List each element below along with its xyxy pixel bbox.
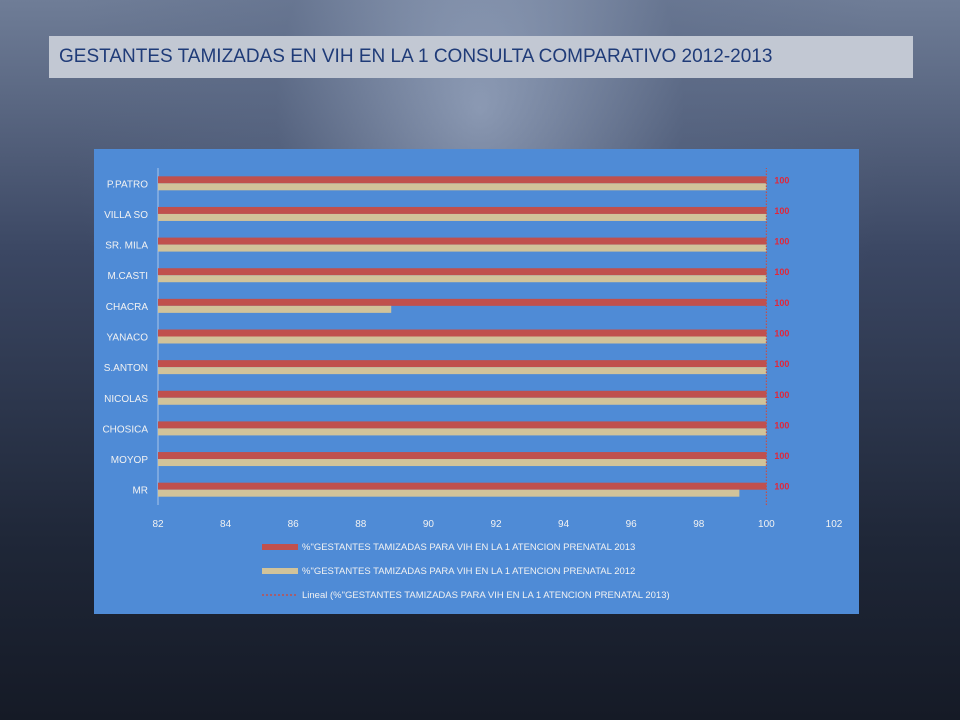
category-label: CHACRA xyxy=(106,302,149,313)
bar-2012-m-casti xyxy=(158,275,767,283)
bar-2013-chosica xyxy=(158,421,767,429)
data-label-2013: 100 xyxy=(774,451,789,461)
category-label: SR. MILA xyxy=(105,241,148,252)
x-tick-label: 94 xyxy=(558,519,570,530)
bar-2012-chosica xyxy=(158,428,767,436)
bar-2012-yanaco xyxy=(158,336,767,344)
chart-svg: 100 MR 100 MOYOP 100 CHOSICA 100 NICOLAS 100 S.AN… xyxy=(102,168,843,601)
category-label: YANACO xyxy=(107,333,149,344)
bar-2013-p-patro xyxy=(158,176,767,184)
data-label-2013: 100 xyxy=(774,267,789,277)
slide-title-box: GESTANTES TAMIZADAS EN VIH EN LA 1 CONSU… xyxy=(49,36,913,78)
bar-2012-moyop xyxy=(158,459,767,467)
bar-2013-moyop xyxy=(158,452,767,460)
bar-2013-mr xyxy=(158,482,767,490)
x-tick-label: 96 xyxy=(626,519,638,530)
data-label-2013: 100 xyxy=(774,482,789,492)
legend-swatch-2013 xyxy=(262,544,298,550)
x-tick-label: 84 xyxy=(220,519,232,530)
data-label-2013: 100 xyxy=(774,359,789,369)
bar-2013-m-casti xyxy=(158,268,767,276)
category-label: P.PATRO xyxy=(107,179,148,190)
category-label: NICOLAS xyxy=(104,394,148,405)
category-label: M.CASTI xyxy=(107,271,148,282)
x-tick-label: 92 xyxy=(490,519,502,530)
x-tick-label: 100 xyxy=(758,519,775,530)
x-tick-label: 86 xyxy=(288,519,300,530)
bar-2012-p-patro xyxy=(158,183,767,191)
legend-label-2012: %"GESTANTES TAMIZADAS PARA VIH EN LA 1 A… xyxy=(302,566,635,577)
x-tick-label: 88 xyxy=(355,519,367,530)
bar-2012-sr-mila xyxy=(158,244,767,252)
data-label-2013: 100 xyxy=(774,175,789,185)
category-label: MR xyxy=(132,486,148,497)
data-label-2013: 100 xyxy=(774,206,789,216)
category-label: CHOSICA xyxy=(102,424,148,435)
data-label-2013: 100 xyxy=(774,298,789,308)
legend-label-2013: %"GESTANTES TAMIZADAS PARA VIH EN LA 1 A… xyxy=(302,542,635,553)
data-label-2013: 100 xyxy=(774,329,789,339)
legend-swatch-2012 xyxy=(262,568,298,574)
bar-2012-villa-so xyxy=(158,213,767,221)
data-label-2013: 100 xyxy=(774,237,789,247)
bar-2012-mr xyxy=(158,489,740,497)
x-tick-label: 90 xyxy=(423,519,435,530)
category-label: VILLA SO xyxy=(104,210,148,221)
bar-2012-chacra xyxy=(158,305,392,313)
bar-2012-nicolas xyxy=(158,397,767,405)
category-label: S.ANTON xyxy=(104,363,148,374)
x-tick-label: 102 xyxy=(826,519,843,530)
bar-2013-yanaco xyxy=(158,329,767,337)
bar-2013-s-anton xyxy=(158,360,767,368)
x-tick-label: 82 xyxy=(152,519,164,530)
data-label-2013: 100 xyxy=(774,390,789,400)
x-tick-label: 98 xyxy=(693,519,705,530)
bar-2013-nicolas xyxy=(158,390,767,398)
slide-title: GESTANTES TAMIZADAS EN VIH EN LA 1 CONSU… xyxy=(59,46,773,67)
bar-2013-villa-so xyxy=(158,206,767,214)
bar-2012-s-anton xyxy=(158,367,767,375)
bar-2013-sr-mila xyxy=(158,237,767,245)
category-label: MOYOP xyxy=(111,455,149,466)
bar-chart: 100 MR 100 MOYOP 100 CHOSICA 100 NICOLAS 100 S.AN… xyxy=(94,149,859,614)
legend-label-trendline: Lineal (%"GESTANTES TAMIZADAS PARA VIH E… xyxy=(302,590,670,601)
bar-2013-chacra xyxy=(158,298,767,306)
data-label-2013: 100 xyxy=(774,420,789,430)
